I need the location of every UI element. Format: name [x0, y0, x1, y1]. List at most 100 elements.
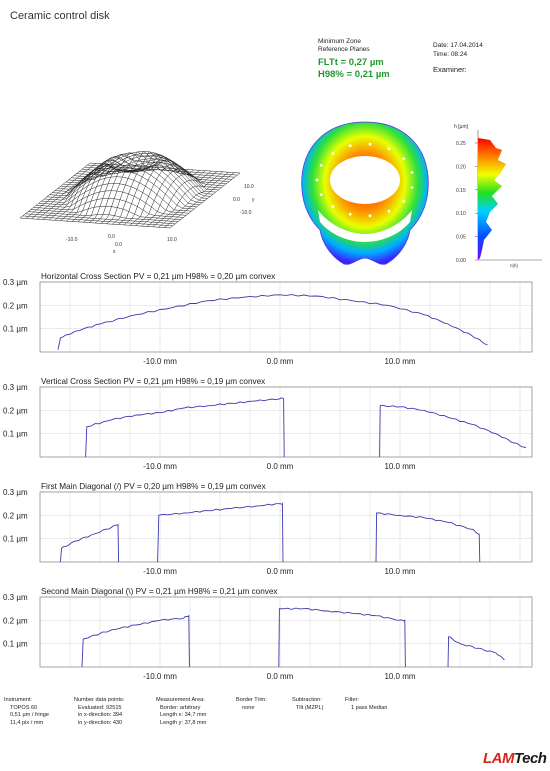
panel-title: Second Main Diagonal (\) PV = 0,21 µm H9…: [41, 587, 278, 596]
footer-points-evaluated: Evaluated: 92515: [78, 704, 122, 711]
panel-title: First Main Diagonal (/) PV = 0,20 µm H98…: [41, 482, 266, 491]
reference-label-2: Reference Planes: [318, 46, 370, 53]
footer-area-length-y: Length y: 37,8 mm: [160, 719, 207, 726]
footer-filter-value: 1 pass Median: [351, 704, 388, 711]
histogram-tick-label: 0.00: [456, 258, 466, 264]
plot-frame: [39, 596, 533, 668]
map-marker-dot: [348, 212, 352, 216]
profile-series-segment: [59, 523, 120, 563]
profile-series-segment: [81, 614, 190, 668]
tick-3d-x3: 10.0: [167, 237, 177, 243]
wire-line-col: [141, 170, 212, 227]
x-tick-label: -10.0 mm: [143, 567, 177, 576]
footer-area: Measurement Area: Border: arbitrary Leng…: [156, 697, 206, 727]
plot-frame: [39, 281, 533, 353]
map-marker-dot: [387, 147, 391, 151]
wire-line-col: [42, 164, 114, 220]
histogram-tick-label: 0.20: [456, 164, 466, 170]
histogram-tick-label: 0.10: [456, 211, 466, 217]
x-tick-label: 10.0 mm: [384, 462, 415, 471]
y-tick-label: 0.2 µm: [3, 511, 28, 520]
date-label: Date: 17.04.2014: [433, 42, 483, 49]
profile-series-segment: [57, 294, 488, 350]
footer-trim: Border Trim: none: [236, 697, 267, 712]
x-tick-label: -10.0 mm: [143, 672, 177, 681]
wire-line-col: [19, 162, 91, 219]
map-marker-dot: [402, 157, 406, 161]
footer-points-y: in y-direction: 430: [78, 719, 123, 726]
footer-points-title: Number data points:: [74, 697, 125, 703]
wire-line-col: [37, 164, 108, 220]
footer-instrument-name: TOPOS 60: [10, 704, 38, 711]
wire-line-col: [169, 172, 241, 229]
wire-line-col: [106, 152, 177, 224]
height-histogram: h [µm] 0.25 0.20 0.15 0.10 0.05 0.00 n(h): [454, 124, 542, 268]
map-marker-dot: [348, 144, 352, 148]
map-marker-dot: [387, 209, 391, 213]
plot-frame: [39, 386, 533, 458]
footer-points-x: in x-direction: 394: [78, 712, 123, 718]
y-tick-label: 0.1 µm: [3, 325, 28, 334]
footer-instrument-fringe: 0,51 µm / fringe: [10, 712, 49, 718]
wire-line-row: [84, 166, 235, 178]
footer-area-title: Measurement Area:: [156, 697, 205, 703]
wire-line-row: [41, 176, 192, 212]
profile-series-segment: [85, 397, 285, 458]
footer-subtraction-value: Tilt (MZPL): [296, 704, 324, 711]
footer-trim-value: none: [242, 704, 255, 711]
wire-line-col: [54, 165, 125, 221]
footer-filter: Filter: 1 pass Median: [345, 697, 387, 712]
y-tick-label: 0.1 µm: [3, 430, 28, 439]
footer-filter-title: Filter:: [345, 697, 359, 703]
y-tick-label: 0.2 µm: [3, 406, 28, 415]
map-marker-dot: [410, 171, 414, 174]
h98-value: H98% = 0,21 µm: [318, 69, 390, 80]
wire-line-col: [164, 172, 235, 228]
x-tick-label: -10.0 mm: [143, 462, 177, 471]
footer-area-length-x: Length x: 34,7 mm: [160, 712, 207, 718]
tick-3d-y2: 0.0: [233, 197, 240, 203]
map-marker-dot: [410, 186, 414, 189]
page-title: Ceramic control disk: [10, 10, 110, 22]
wire-line-col: [77, 153, 148, 222]
map-marker-dot: [315, 178, 319, 182]
histogram-axis-label: h [µm]: [454, 124, 469, 130]
wire-line-col: [117, 156, 189, 225]
wire-line-col: [94, 151, 166, 224]
cross-section-panel: Vertical Cross Section PV = 0,21 µm H98%…: [3, 377, 533, 471]
plot-frame: [39, 491, 533, 563]
y-tick-label: 0.2 µm: [3, 616, 28, 625]
tick-3d-y1: -10.0: [240, 210, 252, 216]
lamtech-logo: LAMTech: [483, 750, 547, 767]
map-marker-dot: [402, 199, 406, 203]
profile-series-segment: [278, 607, 406, 668]
x-tick-label: 0.0 mm: [267, 462, 294, 471]
axis-3d-y: y: [252, 197, 255, 203]
footer-instrument-resolution: 11,4 pix / mm: [10, 719, 44, 726]
tick-3d-y3: 10.0: [244, 184, 254, 190]
cross-section-panels: Horizontal Cross Section PV = 0,21 µm H9…: [3, 272, 533, 681]
cross-section-panel: Second Main Diagonal (\) PV = 0,21 µm H9…: [3, 587, 533, 681]
map-marker-dot: [331, 205, 335, 209]
logo-part-tech: Tech: [514, 750, 547, 767]
footer-instrument-title: Instrument:: [4, 697, 32, 703]
cross-section-panel: Horizontal Cross Section PV = 0,21 µm H9…: [3, 272, 533, 366]
histogram-tick-label: 0.05: [456, 235, 466, 241]
y-tick-label: 0.2 µm: [3, 301, 28, 310]
examiner-label: Examiner:: [433, 65, 467, 74]
x-tick-label: 10.0 mm: [384, 567, 415, 576]
x-tick-label: 10.0 mm: [384, 672, 415, 681]
y-tick-label: 0.3 µm: [3, 488, 28, 497]
x-tick-label: 0.0 mm: [267, 357, 294, 366]
panel-title: Vertical Cross Section PV = 0,21 µm H98%…: [41, 377, 265, 386]
reference-label-1: Minimum Zone: [318, 38, 361, 45]
wire-line-col: [48, 164, 119, 221]
footer-subtraction: Subtraction: Tilt (MZPL): [292, 697, 323, 712]
logo-part-lam: LAM: [483, 750, 515, 767]
wire-line-row: [65, 152, 216, 193]
histogram-tick-label: 0.15: [456, 188, 466, 194]
y-tick-label: 0.3 µm: [3, 593, 28, 602]
x-tick-label: 10.0 mm: [384, 357, 415, 366]
x-tick-label: -10.0 mm: [143, 357, 177, 366]
map-marker-dot: [368, 142, 372, 146]
